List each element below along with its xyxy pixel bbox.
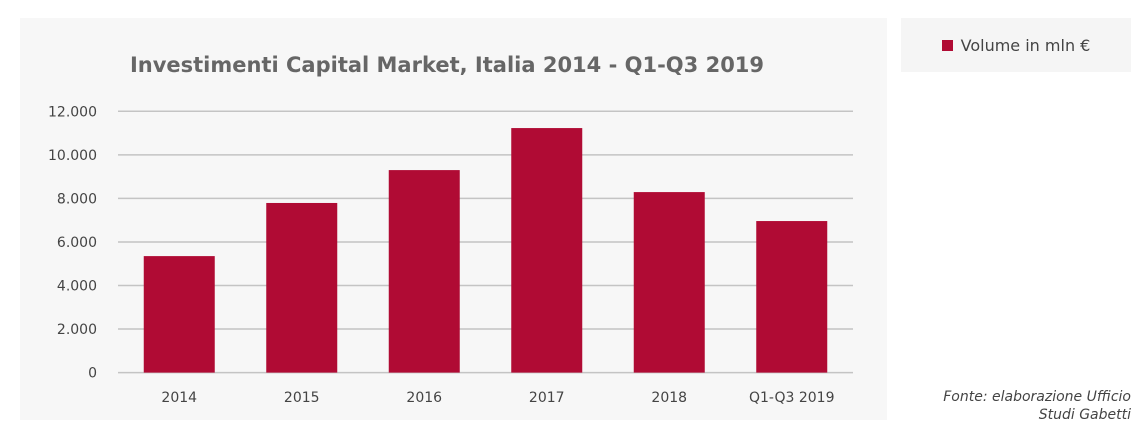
bar-2016: [388, 170, 460, 373]
x-tick-label: 2014: [161, 390, 197, 406]
x-tick-label: Q1-Q3 2019: [749, 390, 835, 406]
source-note: Fonte: elaborazione Ufficio Studi Gabett…: [943, 388, 1131, 424]
legend: Volume in mln €: [901, 18, 1131, 72]
y-tick-label: 2.000: [57, 322, 97, 338]
bar-2014: [143, 256, 215, 373]
bar-2018: [633, 192, 705, 373]
y-tick-label: 10.000: [48, 148, 97, 164]
legend-label: Volume in mln €: [960, 35, 1091, 55]
x-tick-label: 2016: [406, 390, 442, 406]
bar-2017: [511, 128, 583, 373]
x-tick-label: 2015: [284, 390, 320, 406]
bar-q1-q3-2019: [756, 221, 828, 373]
source-line-2: Studi Gabetti: [1038, 407, 1131, 423]
chart-title: Investimenti Capital Market, Italia 2014…: [130, 53, 764, 77]
source-line-1: Fonte: elaborazione Ufficio: [943, 389, 1131, 405]
y-tick-label: 12.000: [48, 104, 97, 120]
y-tick-label: 0: [88, 366, 97, 382]
legend-swatch: [941, 39, 953, 51]
y-tick-label: 8.000: [57, 191, 97, 207]
bar-2015: [266, 202, 338, 373]
y-tick-label: 4.000: [57, 279, 97, 295]
x-tick-label: 2017: [529, 390, 565, 406]
x-tick-label: 2018: [651, 390, 687, 406]
y-tick-label: 6.000: [57, 235, 97, 251]
